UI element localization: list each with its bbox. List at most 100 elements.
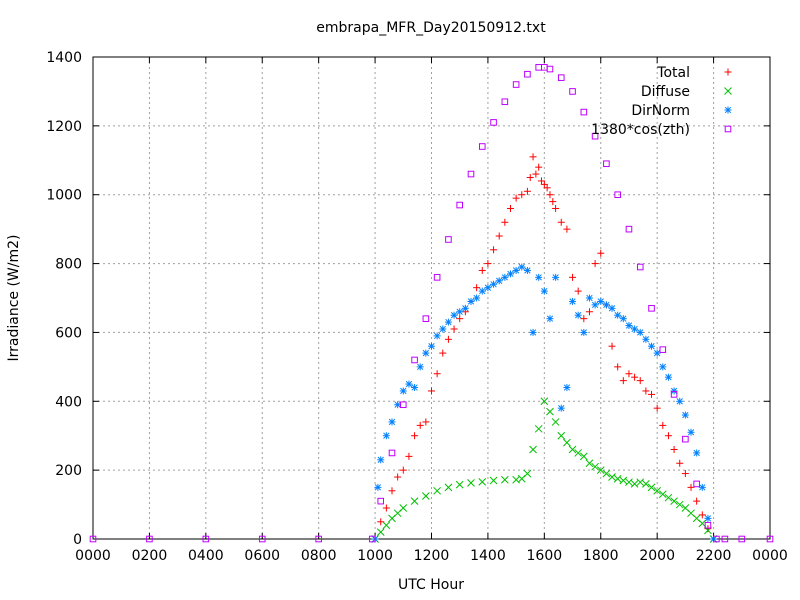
- data-point: [682, 435, 689, 443]
- data-point: [524, 70, 531, 78]
- data-point: [529, 328, 537, 336]
- data-point: [585, 308, 593, 316]
- y-tick-label: 200: [55, 463, 82, 479]
- data-point: [557, 431, 566, 440]
- data-point: [467, 479, 475, 487]
- data-point: [512, 81, 520, 88]
- data-point: [399, 466, 407, 474]
- data-point: [670, 391, 678, 398]
- legend-label: Diffuse: [641, 84, 690, 100]
- data-point: [625, 322, 633, 330]
- data-point: [591, 260, 599, 268]
- data-point: [591, 132, 599, 140]
- x-tick-label: 1200: [414, 548, 450, 564]
- data-point: [563, 438, 571, 447]
- data-point: [569, 273, 577, 281]
- data-point: [546, 191, 554, 199]
- data-point: [766, 535, 774, 543]
- data-point: [631, 325, 639, 333]
- legend-label: Total: [656, 65, 690, 81]
- x-tick-label: 0600: [244, 548, 280, 564]
- data-point: [670, 497, 678, 505]
- data-point: [523, 469, 532, 478]
- data-point: [608, 342, 616, 350]
- y-tick-label: 1400: [46, 50, 82, 66]
- data-point: [738, 535, 746, 543]
- data-point: [631, 373, 639, 381]
- data-point: [659, 421, 667, 429]
- data-point: [523, 266, 531, 274]
- data-point: [456, 201, 464, 209]
- data-point: [512, 266, 520, 274]
- data-point: [675, 500, 684, 509]
- y-axis-label: Irradiance (W/m2): [6, 235, 22, 362]
- data-point: [439, 325, 447, 333]
- legend-marker: [724, 87, 732, 95]
- data-point: [636, 263, 644, 271]
- x-tick-label: 0800: [301, 548, 337, 564]
- data-point: [557, 74, 565, 81]
- data-point: [518, 191, 526, 199]
- data-point: [518, 263, 526, 271]
- data-point: [614, 363, 622, 371]
- x-tick-label: 1600: [527, 548, 563, 564]
- data-point: [540, 397, 549, 406]
- data-point: [456, 315, 464, 323]
- data-point: [529, 445, 537, 454]
- data-point: [580, 315, 588, 323]
- data-point: [580, 328, 588, 336]
- data-point: [382, 521, 391, 530]
- data-point: [478, 143, 486, 150]
- data-point: [473, 284, 481, 292]
- data-point: [721, 535, 729, 543]
- data-point: [439, 349, 447, 357]
- data-point: [619, 476, 628, 485]
- data-point: [614, 311, 622, 319]
- data-point: [591, 301, 599, 309]
- data-point: [450, 311, 458, 319]
- data-point: [422, 349, 430, 357]
- data-point: [574, 311, 582, 319]
- data-point: [484, 284, 492, 292]
- data-point: [374, 483, 382, 491]
- data-point: [532, 170, 540, 178]
- data-point: [698, 483, 706, 491]
- data-point: [512, 194, 520, 202]
- data-point: [399, 504, 408, 512]
- data-point: [658, 490, 667, 499]
- data-point: [687, 483, 695, 491]
- data-point: [693, 449, 701, 457]
- data-point: [445, 236, 452, 243]
- data-point: [444, 483, 453, 492]
- data-point: [529, 153, 537, 161]
- data-point: [405, 380, 413, 388]
- data-point: [258, 535, 266, 543]
- data-point: [574, 287, 582, 295]
- x-tick-label: 0400: [188, 548, 224, 564]
- data-point: [500, 475, 509, 484]
- data-point: [382, 432, 390, 440]
- data-point: [410, 497, 419, 505]
- data-point: [704, 514, 712, 522]
- y-tick-label: 600: [55, 325, 82, 341]
- data-point: [591, 462, 599, 471]
- data-point: [664, 432, 672, 440]
- data-point: [394, 473, 402, 481]
- data-point: [490, 119, 497, 126]
- data-point: [89, 535, 97, 543]
- data-point: [647, 483, 656, 492]
- data-point: [478, 266, 486, 274]
- data-point: [506, 270, 514, 278]
- data-point: [416, 363, 424, 371]
- x-tick-label: 1800: [583, 548, 619, 564]
- data-point: [602, 469, 611, 478]
- data-point: [552, 204, 560, 212]
- data-point: [422, 418, 430, 426]
- data-point: [202, 535, 210, 543]
- data-point: [670, 445, 678, 453]
- data-point: [411, 356, 418, 364]
- data-point: [546, 65, 554, 73]
- x-tick-label: 2200: [696, 548, 732, 564]
- data-point: [642, 387, 650, 395]
- data-point: [569, 297, 577, 305]
